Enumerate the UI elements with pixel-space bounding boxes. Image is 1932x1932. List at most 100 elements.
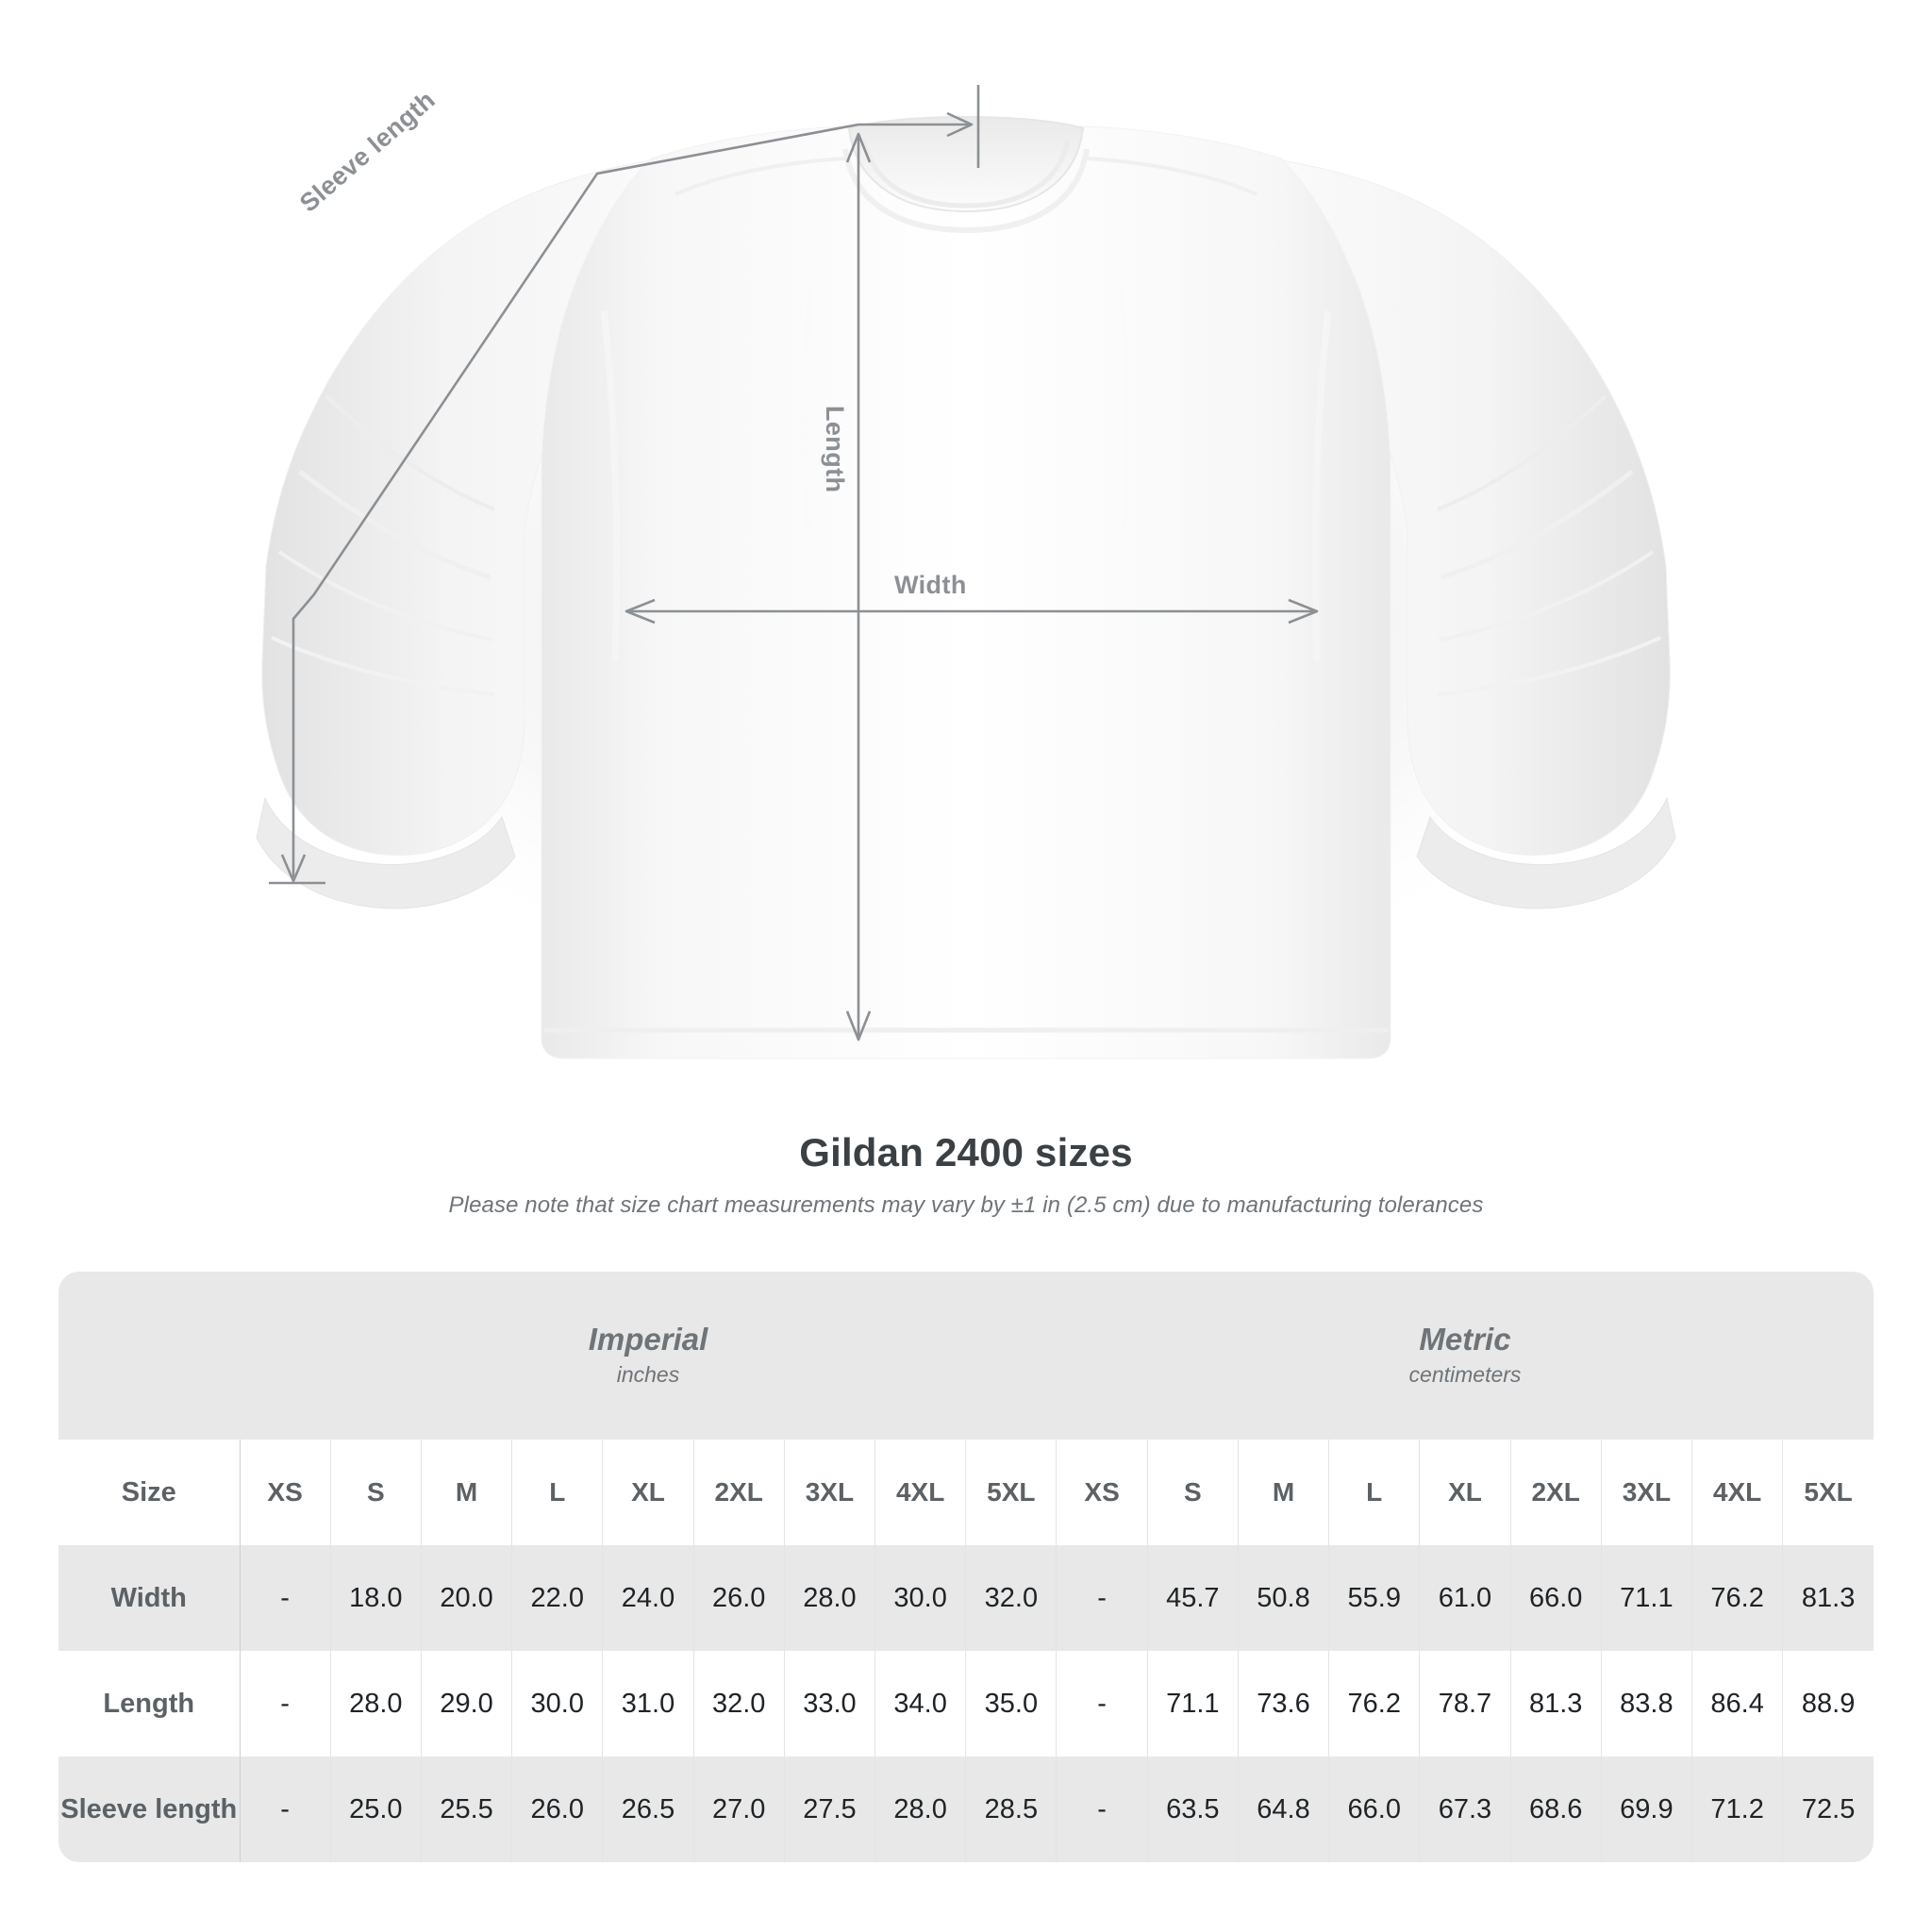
width-arrow-left [625,598,656,625]
page-title: Gildan 2400 sizes [799,1130,1133,1174]
row-label-sleeve-length: Sleeve length [58,1757,241,1862]
cell-length-imperial-5xl: 35.0 [965,1651,1058,1757]
unit-name-metric: Metric [1419,1322,1511,1357]
fold-line [1312,310,1332,661]
cell-width-metric-xs: - [1056,1545,1148,1651]
size-header-metric-5xl: 5XL [1782,1440,1874,1545]
cell-width-metric-m: 50.8 [1238,1545,1330,1651]
cell-width-imperial-5xl: 32.0 [965,1545,1058,1651]
page-subtitle: Please note that size chart measurements… [448,1192,1484,1218]
shirt-body [541,125,1391,1059]
unit-header-imperial: Imperial inches [240,1272,1057,1440]
row-label-length: Length [58,1651,241,1757]
size-header-label: Size [58,1440,241,1545]
size-header-row: Size XS S M L XL 2XL 3XL 4XL 5XL XS S M L XL 2XL 3XL 4XL 5… [58,1440,1874,1545]
fold-line [271,636,495,696]
shoulder-seam [1086,157,1257,196]
size-header-imperial-xl: XL [602,1440,694,1545]
cell-length-metric-xs: - [1056,1651,1148,1757]
cell-width-imperial-xl: 24.0 [602,1545,694,1651]
unit-header-metric: Metric centimeters [1056,1272,1874,1440]
shoulder-seam [675,157,846,196]
cell-length-metric-2xl: 81.3 [1510,1651,1602,1757]
cell-width-metric-s: 45.7 [1147,1545,1239,1651]
fold-line [1437,636,1661,696]
cell-length-metric-xl: 78.7 [1419,1651,1511,1757]
size-chart-table-container: Imperial inches Metric centimeters Size XS S M L… [58,1272,1874,1862]
fold-line [600,310,620,661]
size-header-imperial-4xl: 4XL [874,1440,967,1545]
measurement-lines [269,85,1319,1041]
garment-svg [249,85,1683,1059]
unit-sub-metric: centimeters [1408,1362,1522,1388]
sleeve-arrow-head [946,111,974,138]
sleeve-length-line [291,123,970,877]
cell-length-metric-5xl: 88.9 [1782,1651,1874,1757]
cell-length-metric-s: 71.1 [1147,1651,1239,1757]
size-chart-table: Imperial inches Metric centimeters Size XS S M L… [58,1272,1874,1862]
cell-width-imperial-m: 20.0 [421,1545,513,1651]
cell-length-imperial-3xl: 33.0 [784,1651,876,1757]
fold-line [1441,470,1634,580]
unit-sub-imperial: inches [616,1362,680,1388]
cell-sleeve-length-metric-xl: 67.3 [1419,1757,1511,1862]
fold-line [1439,550,1655,641]
right-cuff [1416,796,1676,909]
table-row: Sleeve length -25.0 25.5 26.0 26.5 27.0 27.5 28… [58,1757,1874,1862]
table-row: Width -18.0 20.0 22.0 24.0 26.0 28.0 30.0 32.0-4… [58,1545,1874,1651]
cell-length-metric-4xl: 86.4 [1691,1651,1784,1757]
size-header-metric-s: S [1147,1440,1239,1545]
cell-width-metric-4xl: 76.2 [1691,1545,1784,1651]
size-header-metric-xl: XL [1419,1440,1511,1545]
size-header-imperial-l: L [511,1440,604,1545]
title-block: Gildan 2400 sizes Please note that size … [0,1130,1932,1219]
size-header-metric-m: M [1238,1440,1330,1545]
cell-length-imperial-4xl: 34.0 [874,1651,967,1757]
fold-line [1437,394,1607,511]
cell-length-metric-l: 76.2 [1328,1651,1421,1757]
cell-sleeve-length-metric-5xl: 72.5 [1782,1757,1874,1862]
fold-line [1118,282,1131,529]
fold-line [277,550,493,641]
cell-width-imperial-xs: - [240,1545,331,1651]
fold-line [298,470,491,580]
size-header-imperial-5xl: 5XL [965,1440,1058,1545]
cell-width-metric-xl: 61.0 [1419,1545,1511,1651]
cell-sleeve-length-imperial-l: 26.0 [511,1757,604,1862]
cell-width-imperial-s: 18.0 [330,1545,422,1651]
cell-width-imperial-4xl: 30.0 [874,1545,967,1651]
cell-width-metric-2xl: 66.0 [1510,1545,1602,1651]
size-header-imperial-2xl: 2XL [693,1440,785,1545]
garment-illustration: Sleeve length Length Width [249,85,1683,1059]
cell-sleeve-length-metric-l: 66.0 [1328,1757,1421,1862]
size-header-imperial-xs: XS [240,1440,331,1545]
cell-sleeve-length-metric-m: 64.8 [1238,1757,1330,1862]
cell-width-metric-5xl: 81.3 [1782,1545,1874,1651]
cell-sleeve-length-imperial-3xl: 27.5 [784,1757,876,1862]
cell-sleeve-length-imperial-xl: 26.5 [602,1757,694,1862]
cell-width-metric-l: 55.9 [1328,1545,1421,1651]
left-cuff [256,796,516,909]
cell-length-imperial-m: 29.0 [421,1651,513,1757]
unit-name-imperial: Imperial [588,1322,708,1357]
unit-band-corner [58,1272,240,1440]
cell-length-imperial-l: 30.0 [511,1651,604,1757]
cell-length-imperial-s: 28.0 [330,1651,422,1757]
row-label-width: Width [58,1545,241,1651]
cell-length-metric-m: 73.6 [1238,1651,1330,1757]
width-arrow-right [1288,598,1319,625]
cell-sleeve-length-metric-4xl: 71.2 [1691,1757,1784,1862]
cell-sleeve-length-metric-2xl: 68.6 [1510,1757,1602,1862]
collar [847,115,1085,213]
collar-inner [861,139,1071,208]
cell-length-imperial-xs: - [240,1651,331,1757]
cell-length-imperial-xl: 31.0 [602,1651,694,1757]
cell-width-imperial-l: 22.0 [511,1545,604,1651]
size-header-metric-xs: XS [1056,1440,1148,1545]
cell-width-imperial-2xl: 26.0 [693,1545,785,1651]
length-arrow-bottom [845,1010,872,1041]
sleeve-arrow-head-bottom [280,854,307,883]
size-header-metric-3xl: 3XL [1601,1440,1693,1545]
cell-sleeve-length-metric-s: 63.5 [1147,1757,1239,1862]
size-header-imperial-3xl: 3XL [784,1440,876,1545]
